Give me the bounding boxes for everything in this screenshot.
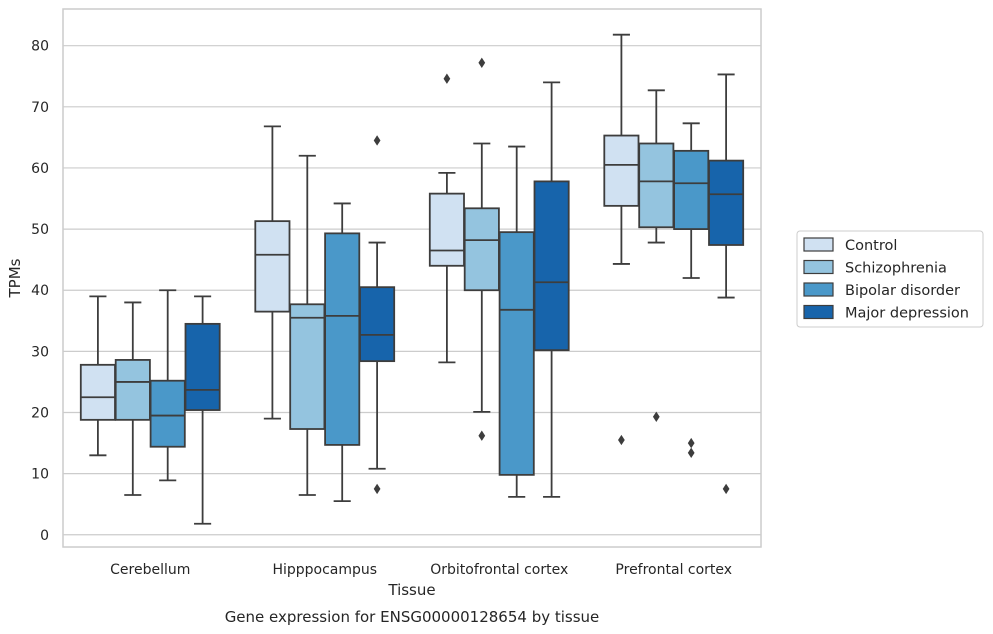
box-iqr	[638, 142, 675, 229]
plot-area	[63, 9, 761, 547]
outlier-point	[373, 135, 381, 146]
y-tick-label: 50	[31, 222, 49, 238]
box-iqr	[254, 220, 291, 313]
box-iqr	[79, 363, 116, 421]
y-tick-label: 40	[31, 283, 49, 299]
box-bipolar-disorder	[324, 202, 361, 503]
legend-frame	[796, 230, 984, 328]
box-bipolar-disorder	[498, 145, 535, 498]
box-iqr	[708, 159, 745, 246]
outlier-point	[443, 73, 451, 84]
legend-label: Major depression	[845, 306, 969, 322]
x-tick-labels: Cerebellum Hipppocampus Orbitofrontal cort…	[110, 562, 732, 578]
outlier-point	[618, 434, 625, 446]
box-iqr	[673, 149, 710, 230]
box-iqr	[324, 232, 361, 446]
box-major-depression	[533, 81, 570, 498]
box-control	[79, 295, 116, 457]
legend: Control Schizophrenia Bipolar disorder Majo…	[796, 230, 984, 328]
box-iqr	[149, 379, 186, 448]
outlier-point	[722, 483, 730, 495]
box-iqr	[289, 303, 326, 430]
box-bipolar-disorder	[149, 289, 186, 482]
y-tick-label: 20	[31, 406, 49, 422]
legend-swatch	[803, 282, 834, 297]
boxes	[79, 33, 745, 525]
x-axis-label: Tissue	[387, 581, 435, 599]
outlier-point	[373, 483, 381, 495]
legend-label: Schizophrenia	[845, 261, 947, 277]
legend-label: Control	[845, 238, 897, 254]
x-tick-label: Orbitofrontal cortex	[430, 562, 568, 578]
x-tick-label: Hipppocampus	[272, 562, 377, 578]
y-axis-label: TPMs	[6, 258, 24, 298]
outlier-point	[478, 57, 486, 68]
box-iqr	[428, 192, 465, 267]
box-schizophrenia	[638, 89, 675, 422]
y-tick-label: 30	[31, 344, 49, 360]
plot-frame	[62, 8, 762, 548]
legend-swatch	[803, 237, 834, 252]
y-tick-label: 0	[40, 528, 49, 544]
box-major-depression	[708, 73, 745, 495]
y-tick-label: 10	[31, 467, 49, 483]
outlier-point	[652, 411, 660, 422]
y-tick-labels: 0 10 20 30 40 50 60 70 80	[31, 39, 49, 544]
x-tick-label: Prefrontal cortex	[615, 562, 732, 578]
box-iqr	[359, 286, 396, 363]
box-iqr	[533, 180, 570, 352]
legend-swatch	[803, 259, 834, 275]
box-iqr	[184, 322, 221, 411]
box-iqr	[603, 134, 640, 207]
y-tick-label: 60	[31, 161, 49, 177]
x-tick-label: Cerebellum	[110, 562, 190, 578]
legend-label: Bipolar disorder	[845, 283, 960, 299]
box-schizophrenia	[289, 154, 326, 496]
box-schizophrenia	[463, 57, 500, 441]
box-control	[254, 125, 291, 420]
box-iqr	[463, 207, 500, 292]
y-tick-label: 70	[31, 100, 49, 116]
box-major-depression	[359, 135, 396, 495]
outlier-point	[478, 430, 486, 441]
legend-swatch	[803, 304, 834, 320]
chart-caption: Gene expression for ENSG00000128654 by t…	[225, 608, 600, 626]
box-iqr	[498, 231, 535, 476]
box-major-depression	[184, 295, 221, 525]
y-tick-label: 80	[31, 39, 49, 55]
box-iqr	[114, 359, 151, 421]
outlier-point	[687, 437, 695, 449]
outlier-point	[687, 447, 695, 459]
